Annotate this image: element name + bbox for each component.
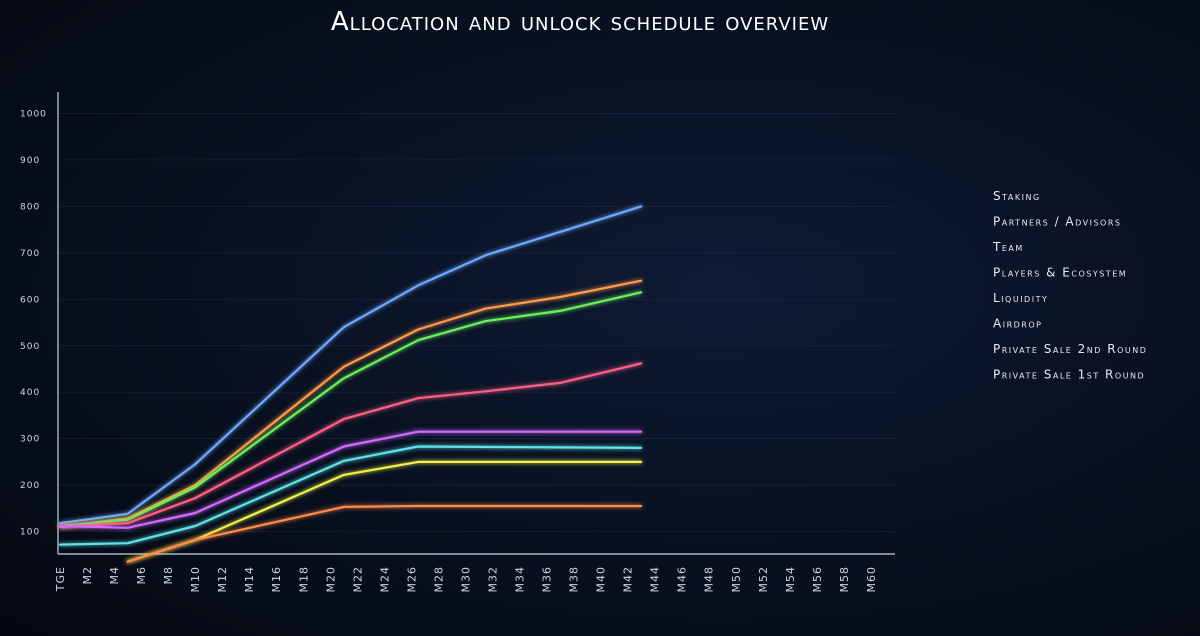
- y-tick-label: 400: [20, 388, 40, 398]
- legend: Staking Partners / Advisors Team Players & …: [940, 189, 1147, 382]
- axes: [57, 92, 895, 555]
- x-tick-label: M14: [243, 566, 256, 593]
- legend-label: Airdrop: [993, 317, 1042, 331]
- x-tick-label: TGE: [54, 566, 67, 592]
- x-tick-label: M34: [514, 566, 527, 593]
- x-tick-label: M60: [865, 566, 878, 593]
- legend-label: Partners / Advisors: [993, 215, 1122, 229]
- legend-label: Team: [992, 240, 1024, 254]
- x-tick-label: M32: [486, 566, 499, 593]
- series-line-4: [58, 430, 643, 529]
- y-tick-label: 600: [20, 295, 40, 305]
- grid-lines: [58, 113, 895, 532]
- x-tick-label: M48: [703, 566, 716, 593]
- series-line-3: [58, 362, 643, 528]
- x-tick-label: M56: [811, 566, 824, 593]
- x-tick-label: M58: [838, 566, 851, 593]
- x-tick-label: M20: [324, 566, 337, 593]
- x-tick-label: M42: [622, 566, 635, 593]
- x-tick-label: M24: [378, 566, 391, 593]
- legend-label: Private Sale 1st Round: [993, 368, 1145, 382]
- x-tick-label: M4: [108, 566, 121, 585]
- legend-label: Liquidity: [993, 291, 1048, 305]
- x-tick-label: M52: [757, 566, 770, 593]
- x-tick-label: M28: [432, 566, 445, 593]
- x-tick-label: M12: [216, 566, 229, 593]
- x-tick-label: M26: [405, 566, 418, 593]
- x-tick-label: M40: [595, 566, 608, 593]
- y-tick-label: 800: [20, 202, 40, 212]
- x-tick-label: M18: [297, 566, 310, 593]
- y-tick-label: 1000: [20, 110, 47, 120]
- y-tick-label: 700: [20, 249, 40, 259]
- x-tick-label: M8: [162, 566, 175, 585]
- x-tick-label: M22: [351, 566, 364, 593]
- y-tick-label: 900: [20, 156, 40, 166]
- series-line-1: [58, 279, 643, 528]
- x-tick-labels: TGE M2 M4 M6 M8 M10 M12 M14 M16 M18 M20 M22 M24 M26 M2…: [54, 566, 878, 593]
- x-tick-label: M54: [784, 566, 797, 593]
- series-line-7: [126, 504, 643, 563]
- x-tick-label: M50: [730, 566, 743, 593]
- legend-label: Private Sale 2nd Round: [993, 342, 1147, 356]
- x-tick-label: M36: [541, 566, 554, 593]
- x-tick-label: M46: [676, 566, 689, 593]
- x-tick-label: M6: [135, 566, 148, 585]
- x-tick-label: M10: [189, 566, 202, 593]
- series-line-5: [58, 445, 643, 546]
- y-tick-label: 300: [20, 435, 40, 445]
- chart-title: Allocation and unlock schedule overview: [331, 7, 829, 37]
- series-line-0: [58, 205, 643, 525]
- series-lines: [58, 205, 643, 563]
- y-tick-label: 200: [20, 481, 40, 491]
- legend-label: Staking: [993, 189, 1041, 203]
- legend-label: Players & Ecosystem: [993, 266, 1127, 280]
- x-tick-label: M30: [459, 566, 472, 593]
- y-tick-labels: 100 200 300 400 500 600 700 800 900 1000: [20, 110, 47, 538]
- x-tick-label: M38: [568, 566, 581, 593]
- y-tick-label: 100: [20, 528, 40, 538]
- x-tick-label: M2: [81, 566, 94, 585]
- x-tick-label: M44: [649, 566, 662, 593]
- y-tick-label: 500: [20, 342, 40, 352]
- x-tick-label: M16: [270, 566, 283, 593]
- series-line-2: [58, 291, 643, 528]
